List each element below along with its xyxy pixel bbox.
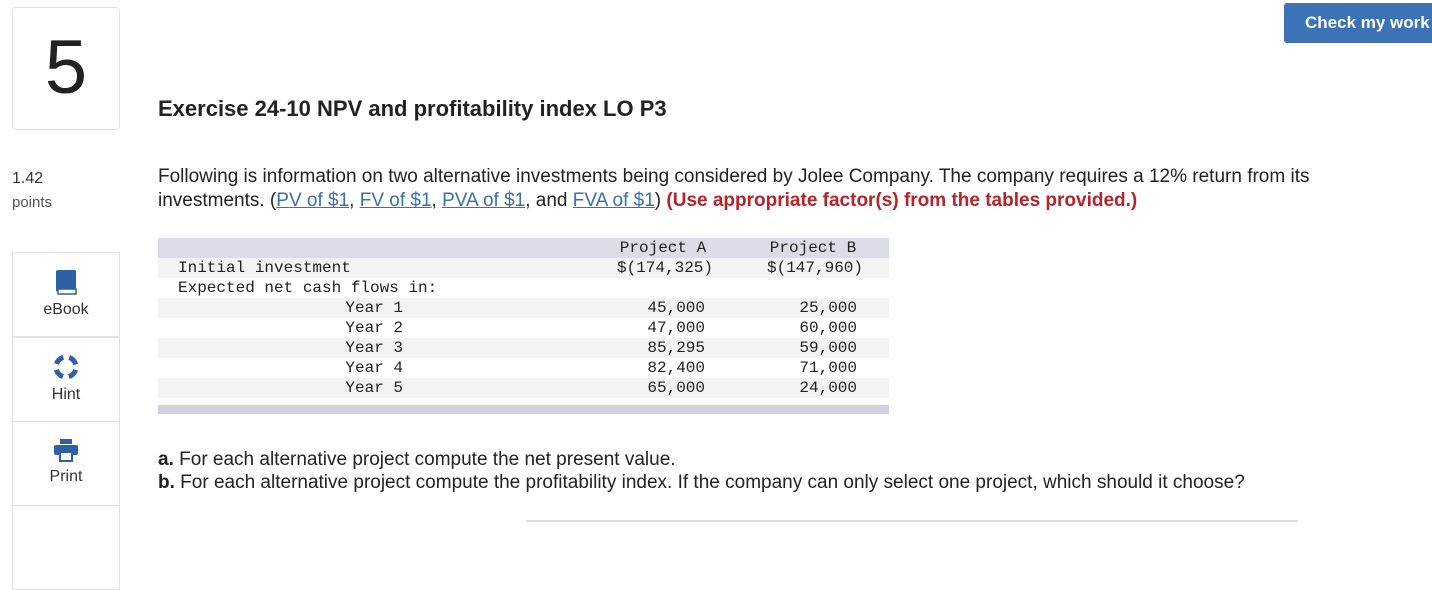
hint-icon xyxy=(53,354,79,380)
year-row: Year 3 85,295 59,000 xyxy=(158,338,889,358)
separator: , xyxy=(349,190,360,211)
year-label: Year 3 xyxy=(345,339,403,357)
column-header: Project A xyxy=(619,239,707,257)
print-button[interactable]: Print xyxy=(12,421,120,506)
row-label: Initial investment xyxy=(178,259,351,277)
points-value: 1.42 xyxy=(12,170,44,187)
project-b-value: 71,000 xyxy=(799,359,857,377)
separator: , and xyxy=(525,190,573,211)
ebook-button[interactable]: eBook xyxy=(12,252,120,337)
intro-paragraph: Following is information on two alternat… xyxy=(158,165,1413,213)
question-letter: a. xyxy=(158,449,174,470)
column-header: Project B xyxy=(769,239,857,257)
project-b-value: 24,000 xyxy=(799,379,857,397)
hint-label: Hint xyxy=(51,386,81,403)
more-button[interactable] xyxy=(12,505,120,590)
project-a-value: 82,400 xyxy=(647,359,705,377)
project-a-value: 85,295 xyxy=(647,339,705,357)
year-label: Year 4 xyxy=(345,359,403,377)
initial-row: Initial investment $(174,325) $(147,960) xyxy=(158,258,889,278)
ebook-label: eBook xyxy=(43,301,89,318)
ebook-icon xyxy=(56,270,77,295)
section-row: Expected net cash flows in: xyxy=(158,278,889,298)
question-a: a. For each alternative project compute … xyxy=(158,449,676,471)
project-b-value: $(147,960) xyxy=(766,259,863,277)
question-letter: b. xyxy=(158,472,175,493)
project-a-value: 47,000 xyxy=(647,319,705,337)
instruction: (Use appropriate factor(s) from the tabl… xyxy=(666,190,1138,211)
fv-link[interactable]: FV of $1 xyxy=(359,190,432,211)
question-text: For each alternative project compute the… xyxy=(179,449,676,470)
year-row: Year 4 82,400 71,000 xyxy=(158,358,889,378)
intro-lead: Following is information on two alternat… xyxy=(158,166,1310,211)
print-icon xyxy=(54,439,78,462)
project-a-value: 45,000 xyxy=(647,299,705,317)
points-label: points xyxy=(12,194,53,211)
question-number: 5 xyxy=(44,25,88,110)
project-b-value: 59,000 xyxy=(799,339,857,357)
separator: ) xyxy=(654,190,662,211)
fva-link[interactable]: FVA of $1 xyxy=(572,190,655,211)
year-label: Year 1 xyxy=(345,299,403,317)
hint-button[interactable]: Hint xyxy=(12,337,120,422)
exercise-title: Exercise 24-10 NPV and profitability ind… xyxy=(158,96,667,121)
table-footer-bar xyxy=(158,405,889,414)
year-row: Year 2 47,000 60,000 xyxy=(158,318,889,338)
print-label: Print xyxy=(49,468,83,485)
section-label: Expected net cash flows in: xyxy=(178,279,438,297)
question-text: For each alternative project compute the… xyxy=(180,472,1245,493)
question-b: b. For each alternative project compute … xyxy=(158,472,1245,494)
year-label: Year 5 xyxy=(345,379,403,397)
project-b-value: 60,000 xyxy=(799,319,857,337)
pv-link[interactable]: PV of $1 xyxy=(276,190,350,211)
header-row: Project A Project B xyxy=(158,238,889,258)
project-a-value: 65,000 xyxy=(647,379,705,397)
question-box xyxy=(12,7,120,130)
project-b-value: 25,000 xyxy=(799,299,857,317)
year-row: Year 1 45,000 25,000 xyxy=(158,298,889,318)
year-row: Year 5 65,000 24,000 xyxy=(158,378,889,398)
year-label: Year 2 xyxy=(345,319,403,337)
check-my-work-button[interactable]: Check my work xyxy=(1284,3,1432,43)
pva-link[interactable]: PVA of $1 xyxy=(442,190,526,211)
page: { "question_number": "5", "points_value"… xyxy=(12,3,1432,590)
separator: , xyxy=(431,190,443,211)
divider xyxy=(526,520,1298,522)
project-a-value: $(174,325) xyxy=(616,259,713,277)
